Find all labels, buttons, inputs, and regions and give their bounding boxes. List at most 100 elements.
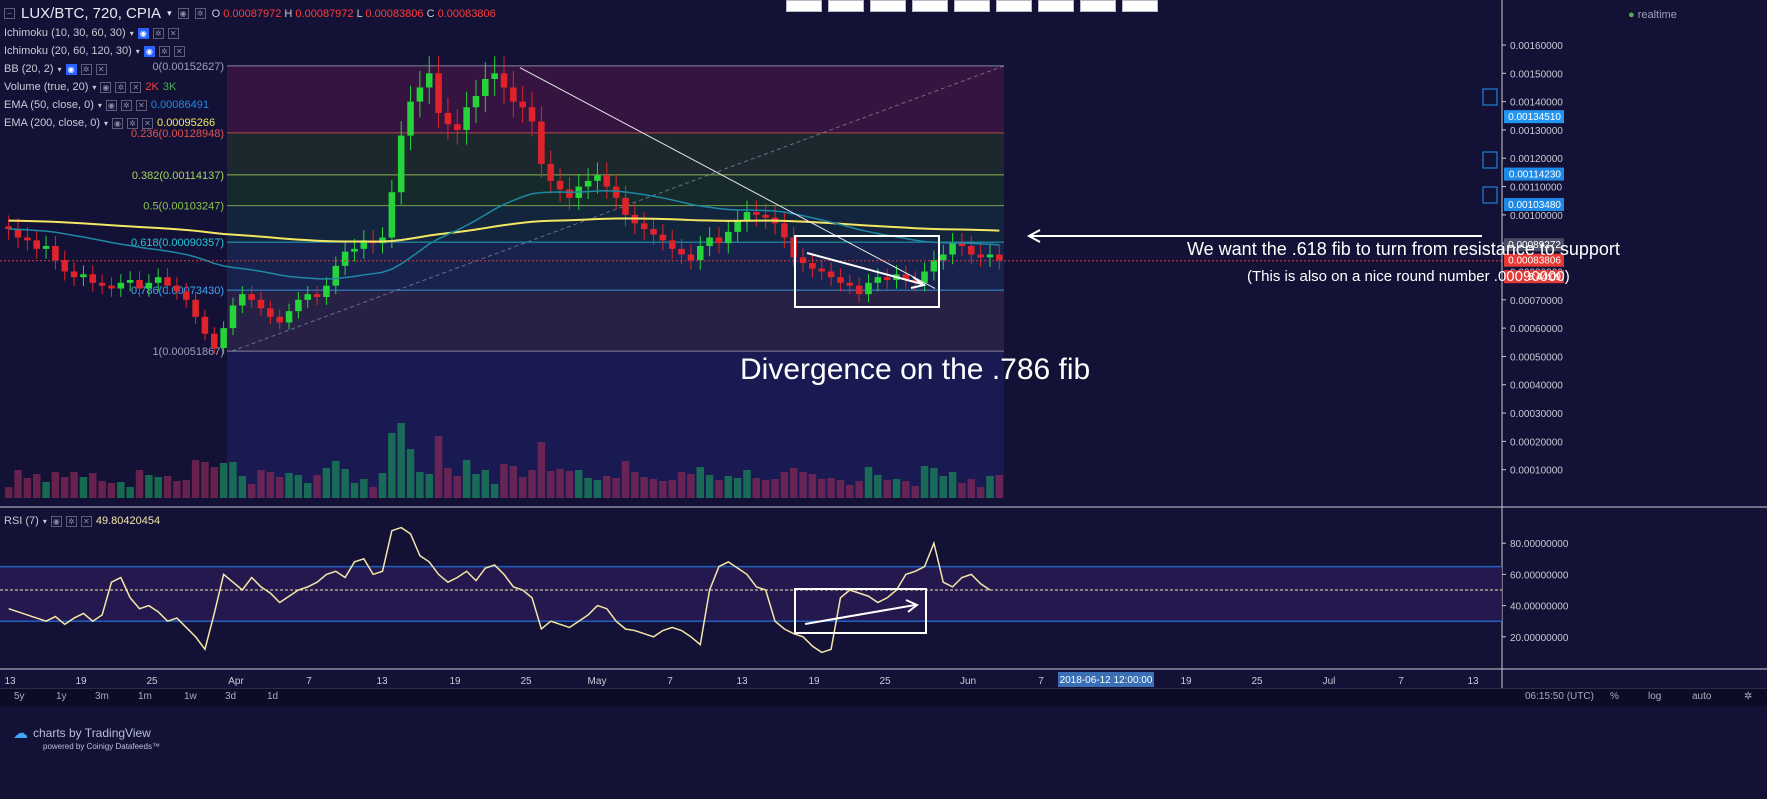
gear-icon[interactable]: ✲ (127, 117, 139, 129)
timeframe-button[interactable]: 3m (95, 691, 109, 702)
toolbar-button[interactable] (912, 0, 948, 12)
time-axis-label: Apr (228, 676, 244, 687)
gear-icon[interactable]: ✲ (194, 8, 206, 19)
candle-body (500, 73, 508, 88)
candle-body (323, 285, 330, 297)
candle-body (725, 231, 732, 244)
symbol-title[interactable]: LUX/BTC, 720, CPIA (21, 5, 162, 22)
candle-body (584, 180, 592, 187)
timeframe-button[interactable]: 1d (267, 691, 279, 702)
timeframe-button[interactable]: 1w (184, 691, 197, 702)
candle-body (435, 73, 442, 113)
collapse-icon[interactable]: − (4, 8, 15, 19)
auto-toggle[interactable]: auto (1692, 691, 1712, 702)
volume-bar (238, 476, 247, 498)
fib-level-label: 0.236(0.00128948) (131, 128, 224, 140)
candle-body (482, 78, 489, 96)
volume-bar (70, 472, 78, 498)
close-icon[interactable]: ✕ (167, 27, 179, 39)
close-icon[interactable]: ✕ (95, 63, 107, 75)
indicator-ema50[interactable]: EMA (50, close, 0) ▾ ◉ ✲ ✕ 0.00086491 (4, 99, 210, 111)
toolbar-button[interactable] (1122, 0, 1158, 12)
toolbar-button[interactable] (1038, 0, 1074, 12)
price-axis-label: 0.00110000 (1510, 183, 1563, 194)
toolbar-button[interactable] (1080, 0, 1116, 12)
toolbar-button[interactable] (828, 0, 864, 12)
eye-icon[interactable]: ◉ (105, 99, 117, 111)
close-icon[interactable]: ✕ (130, 81, 142, 93)
price-axis-label: 0.00020000 (1510, 437, 1563, 448)
candle-body (313, 294, 321, 297)
indicator-ichimoku-2[interactable]: Ichimoku (20, 60, 120, 30) ▾ ◉ ✲ ✕ (4, 45, 185, 57)
volume-bar (986, 476, 994, 498)
gear-icon[interactable]: ✲ (120, 99, 132, 111)
volume-bar (930, 468, 938, 498)
eye-icon[interactable]: ◉ (65, 63, 77, 75)
timeframe-button[interactable]: 1y (56, 691, 67, 702)
volume-bar (201, 462, 209, 498)
candle-body (986, 254, 994, 258)
candle-body (538, 121, 545, 164)
volume-bar (145, 475, 153, 498)
candle-body (790, 237, 797, 258)
eye-icon[interactable]: ◉ (112, 117, 124, 129)
gear-icon[interactable]: ✲ (1744, 691, 1753, 702)
toolbar-button[interactable] (954, 0, 990, 12)
volume-bar (304, 483, 312, 498)
candle-body (295, 299, 302, 312)
toolbar-button[interactable] (786, 0, 822, 12)
timeframe-button[interactable]: 3d (225, 691, 237, 702)
divergence-arrow-rsi (804, 604, 916, 625)
volume-bar (163, 476, 172, 498)
price-axis-label: 0.00130000 (1510, 126, 1563, 137)
candle-body (939, 254, 947, 261)
candles-group (5, 56, 1003, 354)
gear-icon[interactable]: ✲ (115, 81, 127, 93)
volume-bar (696, 467, 704, 498)
timeframe-button[interactable]: 5y (14, 691, 25, 702)
drawing-toolbar[interactable] (786, 0, 1168, 14)
close-icon[interactable]: ✕ (135, 99, 147, 111)
eye-icon[interactable]: ◉ (143, 45, 155, 57)
divergence-annotation: Divergence on the .786 fib (740, 353, 1091, 386)
eye-icon[interactable]: ◉ (50, 515, 62, 527)
close-icon[interactable]: ✕ (80, 515, 92, 527)
fib-band (227, 65, 1004, 133)
percent-toggle[interactable]: % (1610, 691, 1619, 702)
indicator-ichimoku-1[interactable]: Ichimoku (10, 30, 60, 30) ▾ ◉ ✲ ✕ (4, 27, 179, 39)
volume-group (4, 423, 1004, 498)
indicator-volume[interactable]: Volume (true, 20) ▾ ◉ ✲ ✕ 2K 3K (4, 81, 177, 93)
gear-icon[interactable]: ✲ (158, 45, 170, 57)
gear-icon[interactable]: ✲ (152, 27, 164, 39)
price-axis-label: 0.00160000 (1510, 41, 1563, 52)
eye-icon[interactable]: ◉ (100, 81, 112, 93)
candle-body (248, 294, 255, 300)
volume-bar (79, 477, 88, 498)
time-axis-label: Jun (960, 676, 976, 687)
volume-bar (23, 478, 32, 498)
chevron-down-icon[interactable]: ▾ (167, 8, 172, 18)
candle-body (809, 263, 816, 269)
timeframe-button[interactable]: 1m (138, 691, 152, 702)
volume-bar (743, 470, 751, 498)
candle-body (977, 254, 984, 258)
divergence-box-rsi (794, 588, 927, 634)
toolbar-button[interactable] (996, 0, 1032, 12)
close-icon[interactable]: ✕ (142, 117, 154, 129)
eye-icon[interactable]: ◉ (177, 8, 189, 19)
candle-body (379, 237, 386, 244)
candle-body (267, 308, 274, 317)
indicator-bb[interactable]: BB (20, 2) ▾ ◉ ✲ ✕ (4, 63, 107, 75)
volume-bar (603, 476, 611, 498)
gear-icon[interactable]: ✲ (65, 515, 77, 527)
gear-icon[interactable]: ✲ (80, 63, 92, 75)
eye-icon[interactable]: ◉ (137, 27, 149, 39)
log-toggle[interactable]: log (1648, 691, 1662, 702)
volume-bar (453, 476, 462, 498)
symbol-header: − LUX/BTC, 720, CPIA ▾ ◉ ✲ O 0.00087972 … (4, 5, 496, 22)
indicator-rsi[interactable]: RSI (7) ▾ ◉ ✲ ✕ 49.80420454 (4, 515, 161, 527)
close-icon[interactable]: ✕ (173, 45, 185, 57)
indicator-ema200[interactable]: EMA (200, close, 0) ▾ ◉ ✲ ✕ 0.00095266 (4, 117, 216, 129)
toolbar-button[interactable] (870, 0, 906, 12)
